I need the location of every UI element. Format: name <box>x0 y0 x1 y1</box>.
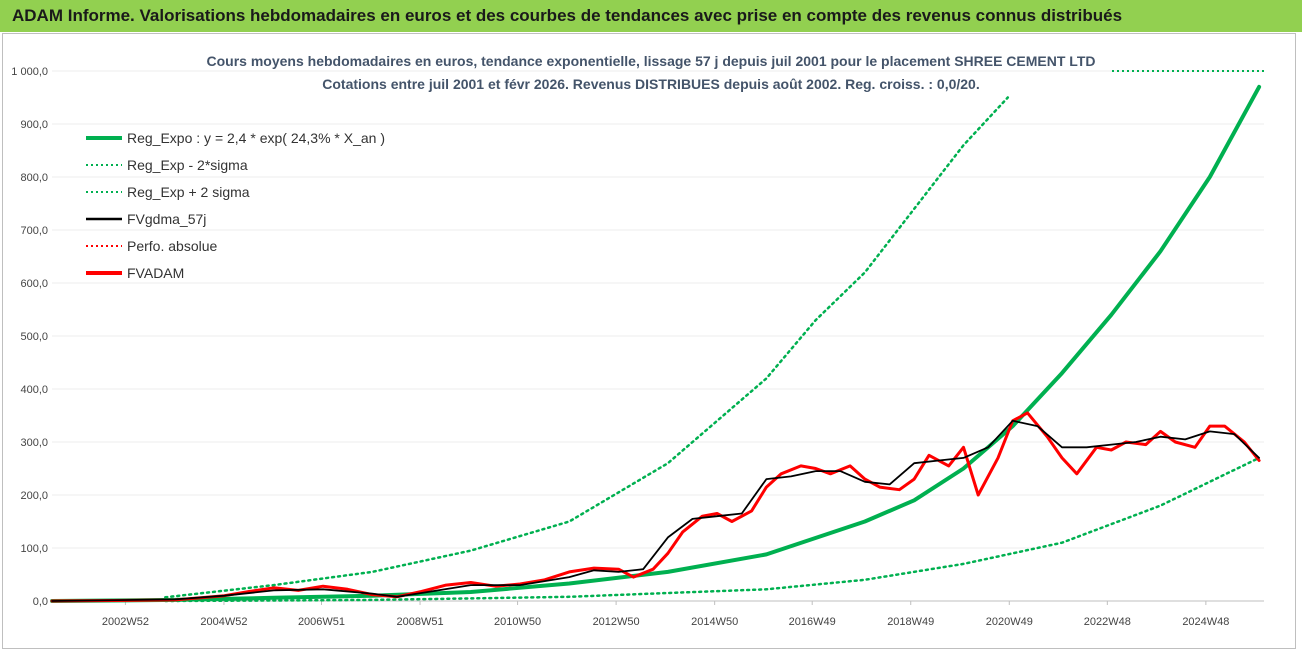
x-tick-label: 2012W50 <box>593 616 640 628</box>
x-tick-label: 2004W52 <box>200 616 247 628</box>
y-tick-label: 900,0 <box>20 119 48 131</box>
y-tick-label: 0,0 <box>33 596 48 608</box>
x-tick-label: 2008W51 <box>396 616 443 628</box>
chart-gridlines <box>52 70 1264 549</box>
y-tick-label: 400,0 <box>20 384 48 396</box>
y-tick-label: 600,0 <box>20 278 48 290</box>
report-banner: ADAM Informe. Valorisations hebdomadaire… <box>0 0 1302 32</box>
series-line-reg-expo <box>50 84 1262 603</box>
y-tick-label: 500,0 <box>20 331 48 343</box>
x-tick-label: 2014W50 <box>691 616 738 628</box>
legend-label: Perfo. absolue <box>127 238 217 254</box>
chart-frame <box>2 33 1296 649</box>
x-tick-label: 2010W50 <box>494 616 541 628</box>
x-tick-label: 2002W52 <box>102 616 149 628</box>
legend-label: FVgdma_57j <box>127 211 206 227</box>
series-line-reg-exp-2-sigma <box>164 456 1261 603</box>
legend-label: FVADAM <box>127 265 184 281</box>
legend: Reg_Expo : y = 2,4 * exp( 24,3% * X_an )… <box>86 130 385 281</box>
series-layer <box>50 84 1262 603</box>
y-tick-label: 200,0 <box>20 490 48 502</box>
x-axis: 2002W52 2004W52 2006W51 2008W51 2010W50 2012W… <box>52 600 1264 628</box>
x-tick-label: 2018W49 <box>887 616 934 628</box>
chart-subtitle: Cotations entre juil 2001 et févr 2026. … <box>322 76 980 92</box>
x-tick-label: 2020W49 <box>986 616 1033 628</box>
y-tick-label: 700,0 <box>20 225 48 237</box>
y-axis: 0,0 100,0 200,0 300,0 400,0 500,0 600,0 700,0 80… <box>11 66 48 608</box>
y-tick-label: 300,0 <box>20 437 48 449</box>
series-line-reg-exp-2-sigma <box>164 96 1010 599</box>
x-tick-label: 2006W51 <box>298 616 345 628</box>
x-tick-label: 2016W49 <box>789 616 836 628</box>
y-tick-label: 1 000,0 <box>11 66 48 78</box>
x-tick-label: 2024W48 <box>1182 616 1229 628</box>
y-tick-label: 800,0 <box>20 172 48 184</box>
x-tick-label: 2022W48 <box>1084 616 1131 628</box>
chart-title: Cours moyens hebdomadaires en euros, ten… <box>206 53 1096 69</box>
y-tick-label: 100,0 <box>20 543 48 555</box>
series-line-fvgdma-57j <box>51 419 1260 602</box>
legend-label: Reg_Expo : y = 2,4 * exp( 24,3% * X_an ) <box>127 130 385 146</box>
legend-label: Reg_Exp + 2 sigma <box>127 184 250 200</box>
legend-label: Reg_Exp - 2*sigma <box>127 157 248 173</box>
